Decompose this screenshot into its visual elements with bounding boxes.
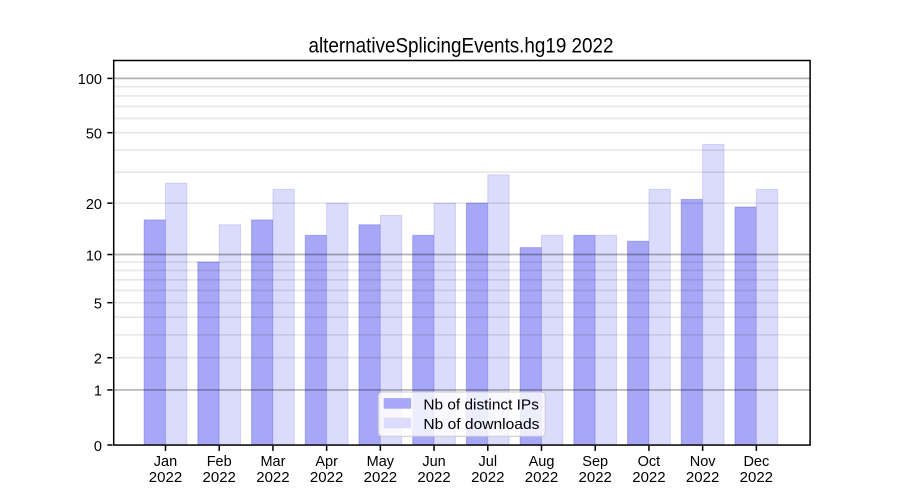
svg-text:Apr: Apr — [315, 454, 338, 470]
svg-text:Sep: Sep — [582, 454, 608, 470]
svg-text:Mar: Mar — [260, 454, 285, 470]
svg-text:2022: 2022 — [471, 470, 504, 486]
svg-text:2022: 2022 — [256, 470, 289, 486]
svg-text:2022: 2022 — [364, 470, 397, 486]
svg-text:2022: 2022 — [740, 470, 773, 486]
svg-text:2022: 2022 — [579, 470, 612, 486]
svg-text:10: 10 — [86, 248, 102, 264]
svg-text:5: 5 — [94, 296, 102, 312]
svg-text:Feb: Feb — [207, 454, 232, 470]
svg-text:2022: 2022 — [417, 470, 450, 486]
svg-text:2: 2 — [94, 352, 102, 368]
svg-text:2022: 2022 — [149, 470, 182, 486]
svg-text:Nov: Nov — [690, 454, 717, 470]
svg-text:2022: 2022 — [310, 470, 343, 486]
svg-text:0: 0 — [94, 439, 102, 455]
svg-text:1: 1 — [94, 384, 102, 400]
svg-text:Oct: Oct — [638, 454, 661, 470]
svg-text:2022: 2022 — [686, 470, 719, 486]
svg-text:2022: 2022 — [632, 470, 665, 486]
svg-text:2022: 2022 — [525, 470, 558, 486]
svg-text:Dec: Dec — [743, 454, 769, 470]
svg-text:Nb of distinct IPs: Nb of distinct IPs — [423, 397, 539, 413]
svg-text:Aug: Aug — [529, 454, 555, 470]
svg-text:Jan: Jan — [154, 454, 177, 470]
svg-text:50: 50 — [86, 126, 102, 142]
svg-text:Jul: Jul — [479, 454, 498, 470]
svg-text:May: May — [367, 454, 395, 470]
svg-text:Jun: Jun — [422, 454, 445, 470]
svg-text:100: 100 — [78, 72, 102, 88]
svg-text:2022: 2022 — [203, 470, 236, 486]
svg-text:20: 20 — [86, 197, 102, 213]
svg-text:alternativeSplicingEvents.hg19: alternativeSplicingEvents.hg19 2022 — [309, 34, 614, 58]
svg-text:Nb of downloads: Nb of downloads — [423, 417, 539, 433]
